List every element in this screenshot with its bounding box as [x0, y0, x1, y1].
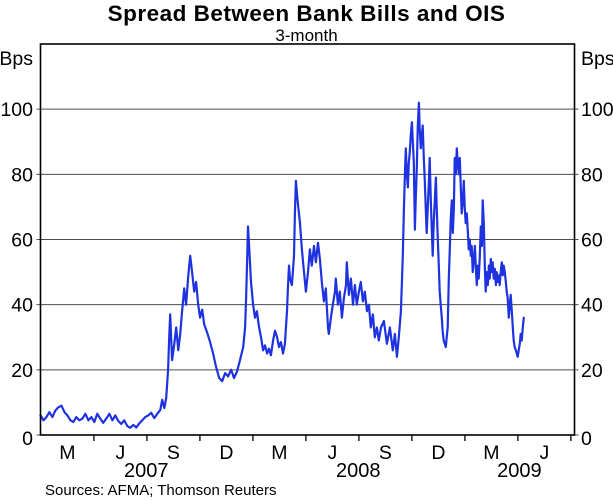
y-axis-label-right-40: 40 — [581, 295, 603, 317]
x-year-label-2: 2009 — [497, 460, 542, 482]
plot-border — [39, 43, 576, 436]
y-axis-label-left-40: 40 — [11, 295, 33, 317]
x-month-label-2: S — [167, 442, 180, 464]
y-axis-label-right-20: 20 — [581, 360, 603, 382]
y-axis-label-left-80: 80 — [11, 164, 33, 186]
y-axis-unit-left: Bps — [0, 48, 33, 70]
x-month-label-6: S — [379, 442, 392, 464]
x-year-label-1: 2008 — [336, 460, 381, 482]
x-month-label-1: J — [116, 442, 126, 464]
y-axis-label-right-60: 60 — [581, 230, 603, 252]
x-month-label-5: J — [328, 442, 338, 464]
x-month-label-8: M — [483, 442, 499, 464]
y-axis-label-right-0: 0 — [581, 428, 592, 450]
y-axis-label-right-80: 80 — [581, 164, 603, 186]
x-month-label-3: D — [219, 442, 233, 464]
x-year-label-0: 2007 — [124, 460, 169, 482]
y-axis-unit-right: Bps — [581, 48, 613, 70]
chart-title: Spread Between Bank Bills and OIS — [107, 1, 506, 26]
source-note: Sources: AFMA; Thomson Reuters — [45, 482, 277, 499]
x-month-label-9: J — [540, 442, 550, 464]
chart-subtitle: 3-month — [275, 26, 338, 45]
y-axis-label-left-100: 100 — [0, 99, 33, 121]
x-month-label-4: M — [271, 442, 287, 464]
data-line-0 — [39, 101, 525, 429]
x-month-label-7: D — [431, 442, 445, 464]
y-axis-label-left-20: 20 — [11, 360, 33, 382]
y-axis-label-left-60: 60 — [11, 230, 33, 252]
y-axis-label-right-100: 100 — [581, 99, 613, 121]
x-month-label-0: M — [59, 442, 75, 464]
y-axis-label-left-0: 0 — [22, 428, 33, 450]
